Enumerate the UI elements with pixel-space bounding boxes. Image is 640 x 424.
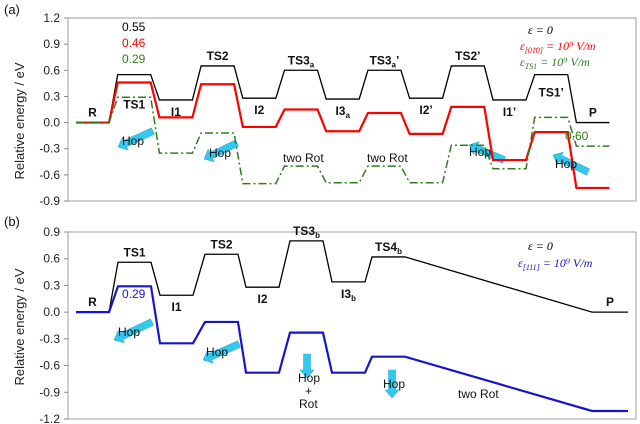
legend-b-eps0: ε = 0 <box>528 239 553 253</box>
state-label-b-5: TS3b <box>293 224 320 240</box>
annot-two-rot-1: two Rot <box>283 151 324 165</box>
panel-b-state-labels: R TS1 I1 TS2 I2 TS3b I3b TS4b P <box>88 224 614 314</box>
state-label-a-6: I3a <box>335 104 350 120</box>
state-label-b-3: TS2 <box>210 237 232 251</box>
state-label-a-11: TS1’ <box>539 86 564 100</box>
hop-arrow-b-1 <box>113 318 154 344</box>
panel-b-series <box>76 240 628 413</box>
panel-b-y-ticks: 0.9 0.6 0.3 0.0 -0.3 -0.6 -0.9 -1.2 <box>39 225 68 424</box>
panel-a-series <box>76 65 610 190</box>
hop-arrow-a-1 <box>117 127 155 151</box>
legend-b-eps111: ε[111] = 10⁹ V/m <box>518 256 593 272</box>
hop-arrow-a-4 <box>552 151 590 176</box>
annot-hop-2: Hop <box>209 146 231 160</box>
panel-a-frame <box>67 17 637 202</box>
y-tick-label: -0.9 <box>39 194 60 208</box>
state-label-b-2: I1 <box>171 300 181 314</box>
y-tick-label: 1.2 <box>43 11 60 25</box>
annot-hop-4: Hop <box>555 157 577 171</box>
y-tick-label: 0.6 <box>43 252 60 266</box>
y-tick-label: -0.6 <box>39 359 60 373</box>
y-tick-label: -0.3 <box>39 332 60 346</box>
hop-arrow-b-2 <box>202 340 241 364</box>
annot-hop-3: Hop <box>469 145 491 159</box>
state-label-a-0: R <box>88 106 97 120</box>
panel-b-arrows <box>113 318 400 399</box>
y-tick-label: 0.6 <box>43 63 60 77</box>
panel-b: (b) Relative energy / eV 0.9 0.6 0.3 0.0 -0.… <box>4 214 637 424</box>
state-label-b-8: P <box>606 295 614 309</box>
state-label-b-4: I2 <box>257 292 267 306</box>
state-label-a-2: I1 <box>171 105 181 119</box>
panel-a-legend: ε = 0 ε[01̄0] = 10⁹ V/m εTS1 = 10⁹ V/m <box>520 23 596 71</box>
panel-b-annotations: 0.29 Hop Hop Hop + Rot Hop two Rot <box>118 287 499 411</box>
hop-arrow-b-4 <box>384 369 400 399</box>
panel-b-legend: ε = 0 ε[111] = 10⁹ V/m <box>518 239 593 272</box>
panel-a-annotations: 0.55 0.46 0.29 0.60 Hop Hop two Rot two … <box>122 20 589 171</box>
state-label-a-8: I2’ <box>419 103 432 117</box>
legend-a-epsts1: εTS1 = 10⁹ V/m <box>520 55 590 71</box>
legend-a-eps0: ε = 0 <box>528 23 553 37</box>
state-label-a-4: I2 <box>254 103 264 117</box>
annot-b-hop-3a: Hop <box>298 371 320 385</box>
state-label-b-6: I3b <box>341 287 356 303</box>
data-label-b-029: 0.29 <box>122 287 146 301</box>
state-label-a-7: TS3a’ <box>369 53 399 69</box>
annot-b-hop-3b: + <box>305 384 312 398</box>
annot-b-two-rot: two Rot <box>458 387 499 401</box>
y-tick-label: 0.0 <box>43 305 60 319</box>
y-tick-label: 0.3 <box>43 278 60 292</box>
panel-b-ylabel: Relative energy / eV <box>12 268 27 385</box>
data-label-046: 0.46 <box>122 36 146 50</box>
panel-a: (a) Relative energy / eV 1.2 0.9 0.6 0.3 0.0… <box>4 2 637 208</box>
y-tick-label: 0.0 <box>43 116 60 130</box>
panel-b-label: (b) <box>4 214 20 229</box>
state-label-b-1: TS1 <box>123 245 145 259</box>
data-label-060: 0.60 <box>565 129 589 143</box>
legend-a-eps010: ε[01̄0] = 10⁹ V/m <box>520 39 596 55</box>
panel-a-ylabel: Relative energy / eV <box>12 62 27 179</box>
data-label-055: 0.55 <box>122 20 146 34</box>
panel-a-y-ticks: 1.2 0.9 0.6 0.3 0.0 -0.3 -0.6 -0.9 <box>39 11 68 208</box>
annot-b-hop-3c: Rot <box>299 397 318 411</box>
series-line-a-2 <box>76 96 610 185</box>
data-label-029: 0.29 <box>122 52 146 66</box>
state-label-a-3: TS2 <box>207 49 229 63</box>
y-tick-label: 0.3 <box>43 89 60 103</box>
y-tick-label: 0.9 <box>43 225 60 239</box>
y-tick-label: -0.9 <box>39 385 60 399</box>
state-label-b-0: R <box>88 295 97 309</box>
annot-b-hop-4: Hop <box>383 377 405 391</box>
state-label-b-7: TS4b <box>375 240 402 256</box>
state-label-a-12: P <box>589 106 597 120</box>
series-line-b-1 <box>76 285 628 413</box>
state-label-a-9: TS2’ <box>455 49 480 63</box>
panel-a-label: (a) <box>4 2 20 17</box>
y-tick-label: -0.6 <box>39 168 60 182</box>
annot-hop-1: Hop <box>122 134 144 148</box>
hop-arrow-b-3 <box>299 353 315 379</box>
hop-arrow-a-2 <box>203 139 239 163</box>
y-tick-label: -1.2 <box>39 412 60 424</box>
annot-b-hop-2: Hop <box>206 345 228 359</box>
annot-b-hop-1: Hop <box>118 325 140 339</box>
state-label-a-5: TS3a <box>288 53 315 69</box>
annot-two-rot-2: two Rot <box>367 151 408 165</box>
y-tick-label: 0.9 <box>43 37 60 51</box>
state-label-a-10: I1’ <box>503 105 516 119</box>
panel-b-frame <box>67 231 637 420</box>
panel-a-state-labels: R TS1 I1 TS2 I2 TS3a I3a TS3a’ I2’ TS2’ I1’ TS1’ P <box>88 49 597 120</box>
y-tick-label: -0.3 <box>39 142 60 156</box>
state-label-a-1: TS1 <box>123 98 145 112</box>
